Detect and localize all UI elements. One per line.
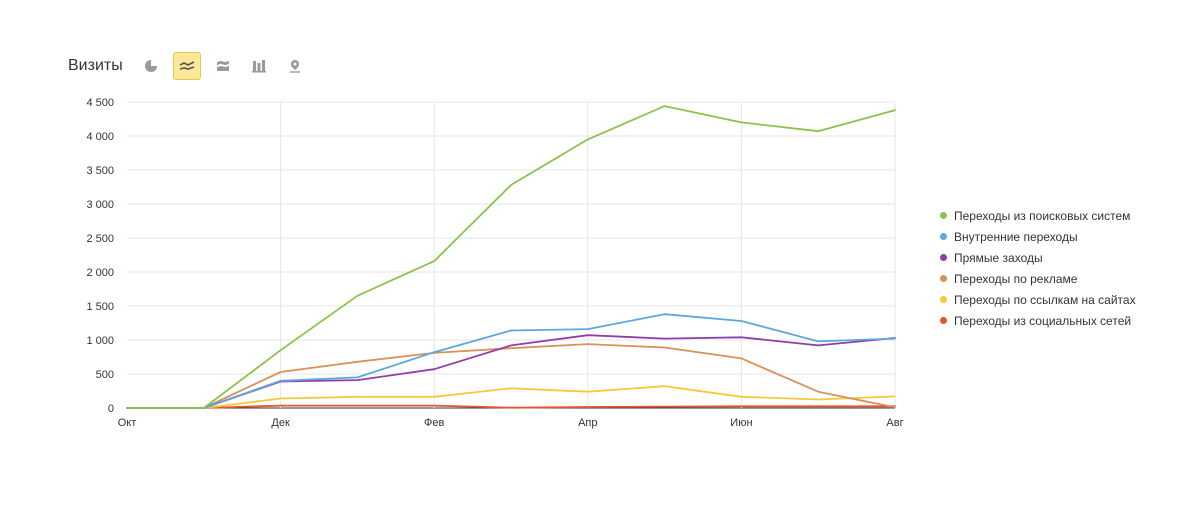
y-tick-label: 4 000 (86, 131, 114, 143)
x-tick-label: Фев (424, 417, 444, 429)
series-line (126, 343, 896, 409)
pie-chart-button[interactable] (137, 52, 165, 80)
y-tick-label: 0 (108, 403, 114, 415)
legend-label: Переходы из поисковых систем (954, 208, 1131, 223)
y-tick-label: 3 000 (86, 199, 114, 211)
x-tick-label: Авг (886, 417, 903, 429)
legend-label: Переходы по ссылкам на сайтах (954, 292, 1136, 307)
legend-label: Внутренние переходы (954, 229, 1078, 244)
y-tick-label: 2 500 (86, 233, 114, 245)
chart-legend: Переходы из поисковых систем Внутренние п… (940, 205, 1136, 331)
map-button[interactable] (281, 52, 309, 80)
legend-item[interactable]: Переходы по рекламе (940, 268, 1136, 289)
x-tick-label: Апр (578, 417, 597, 429)
bar-chart-button[interactable] (245, 52, 273, 80)
chart-header: Визиты (68, 50, 317, 82)
y-tick-label: 2 000 (86, 267, 114, 279)
legend-marker (940, 275, 947, 282)
x-tick-label: Июн (730, 417, 752, 429)
line-chart-icon (179, 61, 195, 70)
map-pin-icon (289, 60, 300, 73)
legend-item[interactable]: Переходы из поисковых систем (940, 205, 1136, 226)
legend-marker (940, 254, 947, 261)
series-line (126, 404, 896, 409)
legend-marker (940, 212, 947, 219)
pie-chart-icon (144, 60, 157, 72)
y-tick-label: 4 500 (86, 97, 114, 109)
bar-chart-icon (251, 60, 266, 73)
area-chart-button[interactable] (209, 52, 237, 80)
y-tick-label: 500 (96, 369, 114, 381)
series-line (126, 105, 896, 409)
legend-marker (940, 233, 947, 240)
area-chart-icon (216, 61, 229, 71)
x-tick-label: Окт (118, 417, 137, 429)
legend-marker (940, 296, 947, 303)
y-tick-label: 1 500 (86, 301, 114, 313)
y-tick-label: 1 000 (86, 335, 114, 347)
legend-label: Прямые заходы (954, 250, 1043, 265)
legend-label: Переходы по рекламе (954, 271, 1078, 286)
legend-item[interactable]: Переходы из социальных сетей (940, 310, 1136, 331)
legend-item[interactable]: Прямые заходы (940, 247, 1136, 268)
legend-marker (940, 317, 947, 324)
series-line (126, 313, 896, 409)
legend-item[interactable]: Внутренние переходы (940, 226, 1136, 247)
legend-label: Переходы из социальных сетей (954, 313, 1132, 328)
legend-item[interactable]: Переходы по ссылкам на сайтах (940, 289, 1136, 310)
chart-title: Визиты (68, 57, 123, 74)
series-line (126, 385, 896, 409)
y-tick-label: 3 500 (86, 165, 114, 177)
series-line (126, 334, 896, 409)
x-tick-label: Дек (271, 417, 290, 429)
line-chart-button[interactable] (172, 52, 201, 80)
